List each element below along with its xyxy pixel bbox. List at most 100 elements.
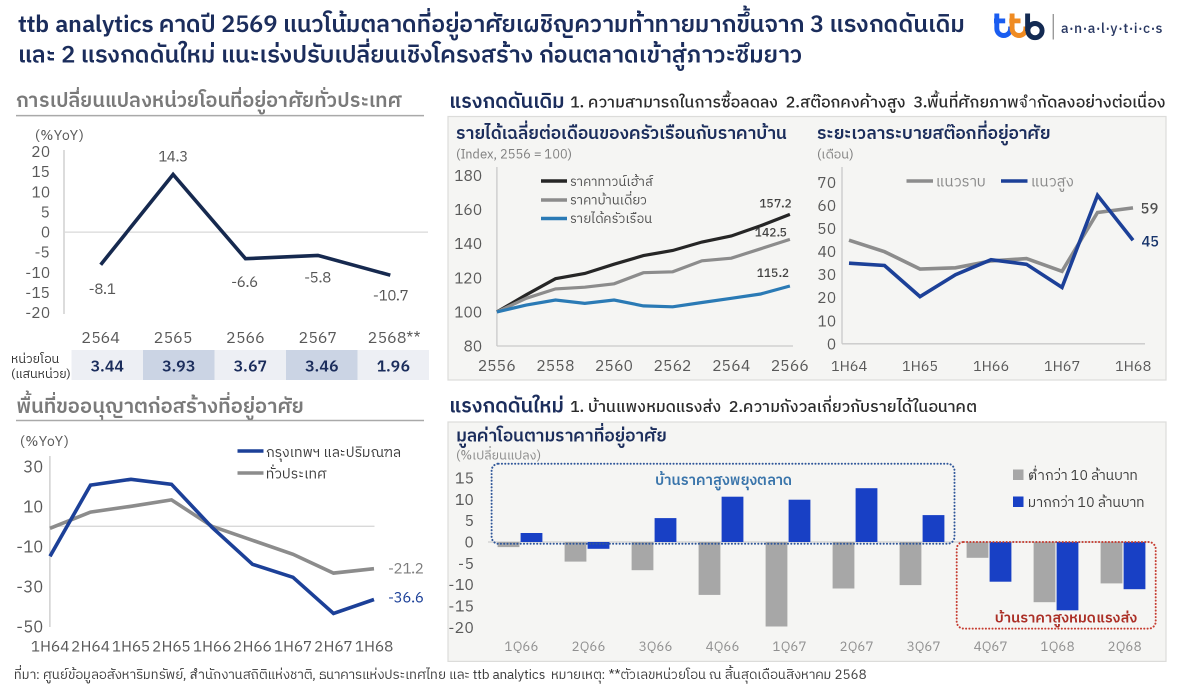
svg-text:14.3: 14.3 xyxy=(158,146,188,171)
svg-text:(เดือน): (เดือน) xyxy=(817,145,853,166)
svg-text:2Q67: 2Q67 xyxy=(840,637,874,659)
svg-text:ราคาบ้านเดี่ยว: ราคาบ้านเดี่ยว xyxy=(570,190,647,212)
svg-text:10: 10 xyxy=(31,181,50,206)
svg-text:-5: -5 xyxy=(458,551,474,578)
svg-text:1H67: 1H67 xyxy=(274,636,313,661)
svg-text:2560: 2560 xyxy=(595,354,633,380)
svg-text:-10: -10 xyxy=(25,262,50,287)
svg-text:a·n·a·l·y·t·i·c·s: a·n·a·l·y·t·i·c·s xyxy=(1061,19,1163,41)
svg-text:(Index, 2556 = 100): (Index, 2556 = 100) xyxy=(456,145,572,166)
svg-text:4Q66: 4Q66 xyxy=(706,637,740,659)
svg-text:2564: 2564 xyxy=(81,325,119,352)
svg-text:-15: -15 xyxy=(448,594,474,621)
svg-text:3.46: 3.46 xyxy=(305,355,338,381)
svg-text:2564: 2564 xyxy=(712,354,750,380)
svg-text:-6.6: -6.6 xyxy=(231,271,258,296)
svg-text:-5.8: -5.8 xyxy=(304,267,331,292)
svg-text:1Q66: 1Q66 xyxy=(505,637,539,659)
svg-text:1Q68: 1Q68 xyxy=(1041,637,1075,659)
svg-text:2H64: 2H64 xyxy=(71,636,110,661)
svg-text:120: 120 xyxy=(454,267,482,292)
svg-text:แรงกดดันเดิม: แรงกดดันเดิม xyxy=(449,86,564,119)
svg-text:-30: -30 xyxy=(16,574,43,602)
svg-text:2567: 2567 xyxy=(299,325,337,352)
svg-text:3.93: 3.93 xyxy=(162,355,195,381)
svg-text:(%YoY): (%YoY) xyxy=(35,125,84,148)
svg-text:1H64: 1H64 xyxy=(831,355,868,379)
svg-text:160: 160 xyxy=(454,199,482,224)
svg-text:1H66: 1H66 xyxy=(973,355,1010,379)
svg-text:70: 70 xyxy=(817,172,836,197)
svg-text:2H66: 2H66 xyxy=(233,636,272,661)
svg-text:-10: -10 xyxy=(16,534,43,562)
svg-text:2558: 2558 xyxy=(537,354,575,380)
svg-text:157.2: 157.2 xyxy=(759,195,791,214)
svg-text:และ 2 แรงกดดันใหม่ แนะเร่งปรับ: และ 2 แรงกดดันใหม่ แนะเร่งปรับเปลี่ยนเชิ… xyxy=(18,37,802,76)
svg-text:0: 0 xyxy=(827,333,836,358)
svg-text:2H65: 2H65 xyxy=(152,636,191,661)
svg-text:4Q67: 4Q67 xyxy=(974,637,1008,659)
svg-text:-8.1: -8.1 xyxy=(89,278,116,303)
svg-text:115.2: 115.2 xyxy=(757,265,789,284)
svg-text:2H67: 2H67 xyxy=(314,636,353,661)
svg-text:30: 30 xyxy=(817,264,836,289)
svg-text:180: 180 xyxy=(454,165,482,190)
svg-text:ttb analytics คาดปี 2569 แนวโน: ttb analytics คาดปี 2569 แนวโน้มตลาดที่อ… xyxy=(18,5,965,45)
svg-text:15: 15 xyxy=(455,465,475,492)
svg-text:2566: 2566 xyxy=(226,325,264,352)
svg-text:-15: -15 xyxy=(25,282,50,307)
svg-text:-10: -10 xyxy=(448,572,474,599)
svg-text:2562: 2562 xyxy=(654,354,692,380)
svg-text:5: 5 xyxy=(41,201,50,226)
svg-text:ราคาทาวน์เฮ้าส์: ราคาทาวน์เฮ้าส์ xyxy=(570,171,654,193)
svg-text:ระยะเวลาระบายสต๊อกที่อยู่อาศัย: ระยะเวลาระบายสต๊อกที่อยู่อาศัย xyxy=(817,120,1050,149)
svg-text:0: 0 xyxy=(41,222,50,247)
svg-text:60: 60 xyxy=(817,195,836,220)
svg-text:ทั่วประเทศ: ทั่วประเทศ xyxy=(266,463,327,487)
svg-text:1H68: 1H68 xyxy=(1115,355,1152,379)
svg-text:3.44: 3.44 xyxy=(91,355,125,381)
svg-text:140: 140 xyxy=(454,233,482,258)
svg-text:2556: 2556 xyxy=(478,354,516,380)
svg-text:-10.7: -10.7 xyxy=(373,285,409,310)
svg-text:มูลค่าโอนตามราคาที่อยู่อาศัย: มูลค่าโอนตามราคาที่อยู่อาศัย xyxy=(456,424,667,452)
svg-text:1.96: 1.96 xyxy=(377,355,410,381)
svg-text:(%เปลี่ยนแปลง): (%เปลี่ยนแปลง) xyxy=(456,446,541,467)
svg-text:100: 100 xyxy=(454,301,482,326)
svg-text:15: 15 xyxy=(31,161,50,186)
svg-text:-21.2: -21.2 xyxy=(388,558,424,583)
svg-text:142.5: 142.5 xyxy=(755,225,787,244)
svg-text:กรุงเทพฯ และปริมณฑล: กรุงเทพฯ และปริมณฑล xyxy=(266,441,401,465)
svg-text:แนวราบ: แนวราบ xyxy=(936,171,986,196)
svg-text:1H65: 1H65 xyxy=(902,355,939,379)
svg-text:หมายเหตุ: **ตัวเลขหน่วยโอน ณ ส: หมายเหตุ: **ตัวเลขหน่วยโอน ณ สิ้นสุดเดือ… xyxy=(551,665,866,687)
svg-text:1H68: 1H68 xyxy=(355,636,394,661)
svg-text:59: 59 xyxy=(1141,196,1159,221)
svg-text:1H66: 1H66 xyxy=(193,636,232,661)
svg-text:2566: 2566 xyxy=(771,354,809,380)
svg-text:บ้านราคาสูงหมดแรงส่ง: บ้านราคาสูงหมดแรงส่ง xyxy=(995,607,1138,631)
svg-text:45: 45 xyxy=(1141,230,1159,255)
svg-text:(แสนหน่วย): (แสนหน่วย) xyxy=(11,364,71,385)
svg-text:10: 10 xyxy=(817,310,836,335)
svg-text:รายได้เฉลี่ยต่อเดือนของครัวเรื: รายได้เฉลี่ยต่อเดือนของครัวเรือนกับราคาบ… xyxy=(456,120,787,149)
svg-text:3Q67: 3Q67 xyxy=(907,637,941,659)
svg-text:50: 50 xyxy=(817,218,836,243)
svg-text:-20: -20 xyxy=(448,615,474,642)
svg-text:การเปลี่ยนแปลงหน่วยโอนที่อยู่อ: การเปลี่ยนแปลงหน่วยโอนที่อยู่อาศัยทั่วปร… xyxy=(16,85,402,118)
svg-text:2565: 2565 xyxy=(154,325,193,352)
svg-text:1. ความสามารถในการซื้อลดลง 2.: 1. ความสามารถในการซื้อลดลง 2.สต๊อกคงค้าง… xyxy=(570,89,1166,117)
svg-text:2568**: 2568** xyxy=(368,325,421,352)
svg-text:2Q66: 2Q66 xyxy=(572,637,606,659)
svg-text:-36.6: -36.6 xyxy=(388,587,424,612)
svg-text:30: 30 xyxy=(23,454,43,482)
svg-text:-50: -50 xyxy=(16,614,43,642)
svg-text:บ้านราคาสูงพยุงตลาด: บ้านราคาสูงพยุงตลาด xyxy=(655,469,792,493)
svg-text:แรงกดดันใหม่: แรงกดดันใหม่ xyxy=(449,391,564,424)
svg-text:1H64: 1H64 xyxy=(31,636,70,661)
svg-text:80: 80 xyxy=(463,336,482,361)
svg-text:40: 40 xyxy=(817,241,836,266)
svg-text:3Q66: 3Q66 xyxy=(639,637,673,659)
svg-text:20: 20 xyxy=(817,287,836,312)
svg-text:1Q67: 1Q67 xyxy=(773,637,807,659)
